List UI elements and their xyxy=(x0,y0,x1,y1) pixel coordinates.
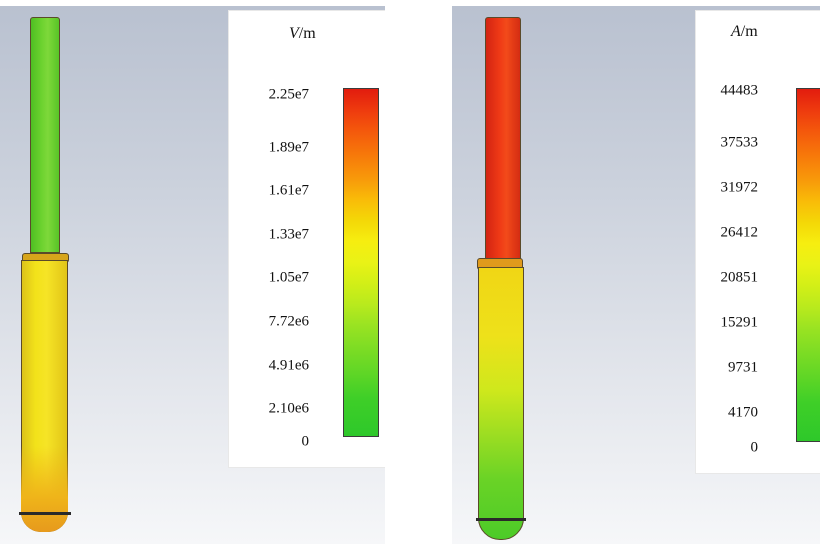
legend-electric-field: V/m 2.25e7 1.89e7 1.61e7 1.33e7 1.05e7 7… xyxy=(228,10,385,468)
tick-label: 7.72e6 xyxy=(268,313,309,330)
tick-label: 4170 xyxy=(728,404,758,421)
tick-label: 31972 xyxy=(720,179,759,196)
tick-label: 44483 xyxy=(720,82,759,99)
tick-label: 20851 xyxy=(720,269,759,286)
probe-base-line xyxy=(19,512,71,515)
tick-label: 26412 xyxy=(720,224,759,241)
probe-upper-section xyxy=(30,17,60,253)
tick-label: 1.33e7 xyxy=(268,226,309,243)
tick-label: 0 xyxy=(301,433,310,450)
probe-base-line xyxy=(476,518,526,521)
legend-ticks: 2.25e7 1.89e7 1.61e7 1.33e7 1.05e7 7.72e… xyxy=(229,11,385,467)
probe-lower-section xyxy=(478,267,524,540)
tick-label: 37533 xyxy=(720,134,759,151)
tick-label: 2.10e6 xyxy=(268,400,309,417)
legend-ticks: 44483 37533 31972 26412 20851 15291 9731… xyxy=(696,11,820,473)
tick-label: 1.61e7 xyxy=(268,182,309,199)
tick-label: 15291 xyxy=(720,314,759,331)
tick-label: 4.91e6 xyxy=(268,357,309,374)
legend-magnetic-field: A/m 44483 37533 31972 26412 20851 15291 … xyxy=(695,10,820,474)
legend-title: V/m xyxy=(289,25,316,42)
probe-tip-shading xyxy=(21,446,68,532)
magnetic-field-panel: A/m 44483 37533 31972 26412 20851 15291 … xyxy=(452,6,820,544)
tick-label: 9731 xyxy=(728,359,758,376)
colorbar xyxy=(343,88,379,437)
tick-label: 2.25e7 xyxy=(268,86,309,103)
probe-upper-section xyxy=(485,17,521,267)
tick-label: 1.89e7 xyxy=(268,139,309,156)
tick-label: 1.05e7 xyxy=(268,269,309,286)
colorbar xyxy=(796,88,820,442)
tick-label: 0 xyxy=(750,439,759,456)
legend-title: A/m xyxy=(731,23,758,40)
electric-field-panel: V/m 2.25e7 1.89e7 1.61e7 1.33e7 1.05e7 7… xyxy=(0,6,385,544)
